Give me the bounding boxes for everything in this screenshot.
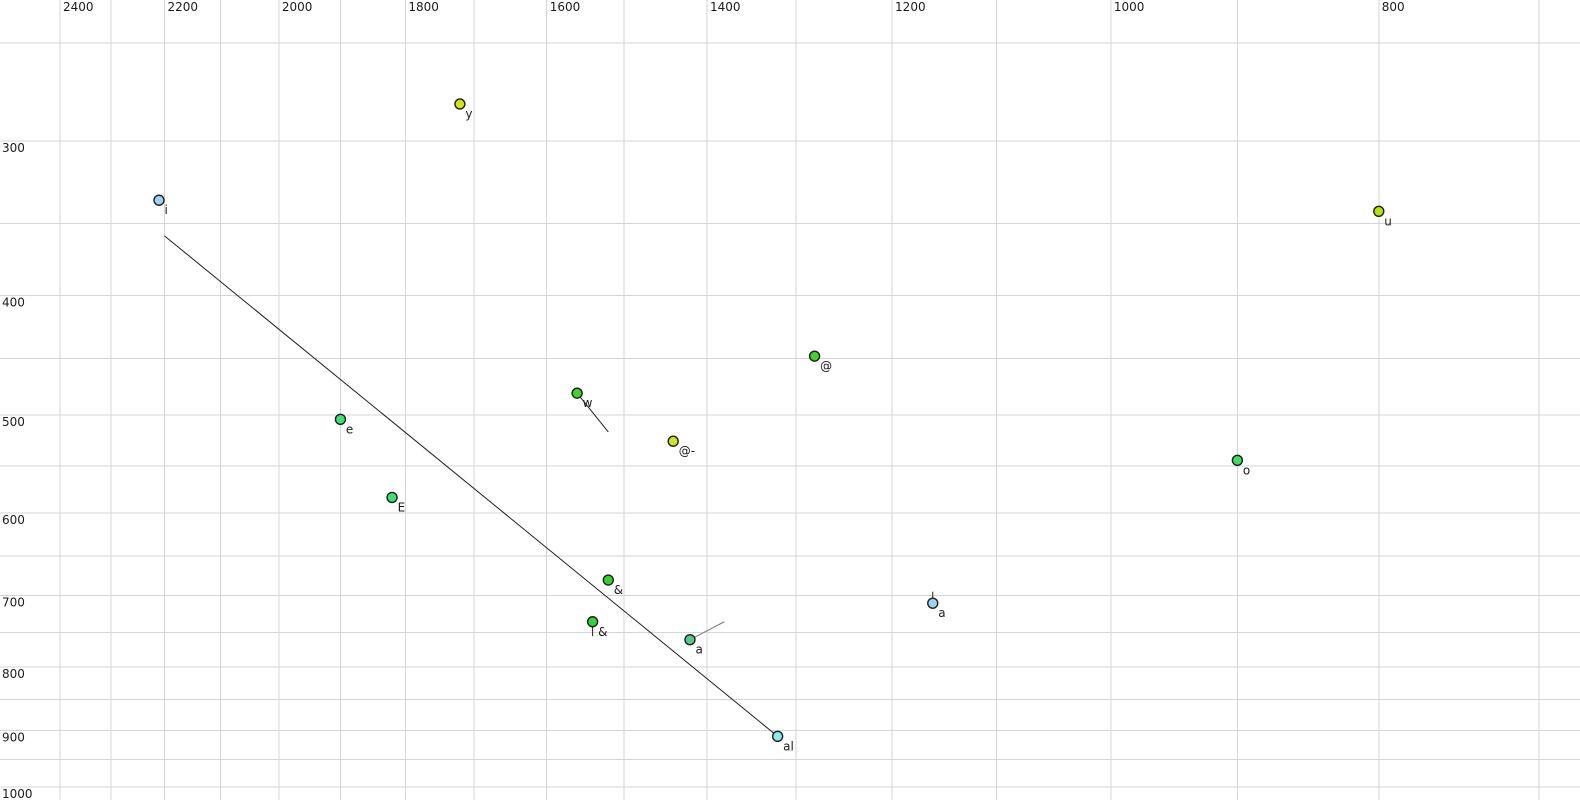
data-point-a[interactable] xyxy=(927,597,939,609)
data-point-e[interactable] xyxy=(334,413,347,426)
point-label-@-: @- xyxy=(679,444,695,458)
point-label-i: i xyxy=(165,203,168,217)
data-point-@[interactable] xyxy=(808,350,821,362)
y-tick-label: 1000 xyxy=(2,787,33,800)
x-tick-label: 1200 xyxy=(895,0,926,14)
x-axis-tick-labels: 2400 2200 2000 1800 1600 1400 1200 1000 800 xyxy=(63,0,1405,14)
x-tick-label: 800 xyxy=(1382,0,1405,14)
data-point-E[interactable] xyxy=(386,491,398,504)
point-label-w: w xyxy=(583,396,593,410)
data-point-al[interactable] xyxy=(771,730,784,743)
point-label-&: & xyxy=(614,583,623,597)
data-point-@-[interactable] xyxy=(667,435,679,447)
data-point-&[interactable] xyxy=(602,574,614,586)
point-label-o: o xyxy=(1243,463,1250,477)
movement-line xyxy=(576,392,609,433)
point-label-e: e xyxy=(346,422,353,436)
point-label-a: a xyxy=(695,643,702,657)
data-point-y[interactable] xyxy=(454,98,466,110)
data-points xyxy=(153,98,1385,743)
y-tick-label: 500 xyxy=(2,415,25,429)
point-label-al: al xyxy=(783,739,794,753)
data-point-u[interactable] xyxy=(1373,205,1385,217)
y-tick-label: 600 xyxy=(2,513,25,527)
y-tick-label: 900 xyxy=(2,730,25,744)
point-label-u: u xyxy=(1384,214,1392,228)
y-tick-label: 700 xyxy=(2,596,25,610)
diphthong-trajectory-line xyxy=(164,235,778,737)
point-label-@: @ xyxy=(820,359,832,373)
formant-movement-lines xyxy=(576,392,934,641)
point-labels: y i u @ w e @- o E & & a a al xyxy=(165,107,1392,753)
data-point-a[interactable] xyxy=(684,633,696,646)
y-tick-label: 800 xyxy=(2,667,25,681)
y-axis-tick-labels: 300 400 500 600 700 800 900 1000 xyxy=(2,141,33,800)
data-point-i[interactable] xyxy=(153,194,165,206)
data-point-o[interactable] xyxy=(1231,454,1244,467)
point-label-y: y xyxy=(465,107,472,121)
point-label-&: & xyxy=(598,625,607,639)
point-label-a: a xyxy=(938,606,945,620)
data-point-&[interactable] xyxy=(586,616,599,628)
data-point-w[interactable] xyxy=(571,387,583,399)
x-tick-label: 2400 xyxy=(63,0,94,14)
x-tick-label: 2000 xyxy=(282,0,313,14)
x-tick-label: 1400 xyxy=(710,0,741,14)
x-tick-label: 1600 xyxy=(550,0,581,14)
x-tick-label: 1000 xyxy=(1114,0,1145,14)
x-tick-label: 2200 xyxy=(167,0,198,14)
x-tick-label: 1800 xyxy=(408,0,439,14)
movement-line xyxy=(689,621,725,641)
y-tick-label: 400 xyxy=(2,295,25,309)
y-tick-label: 300 xyxy=(2,141,25,155)
point-label-E: E xyxy=(398,500,406,514)
